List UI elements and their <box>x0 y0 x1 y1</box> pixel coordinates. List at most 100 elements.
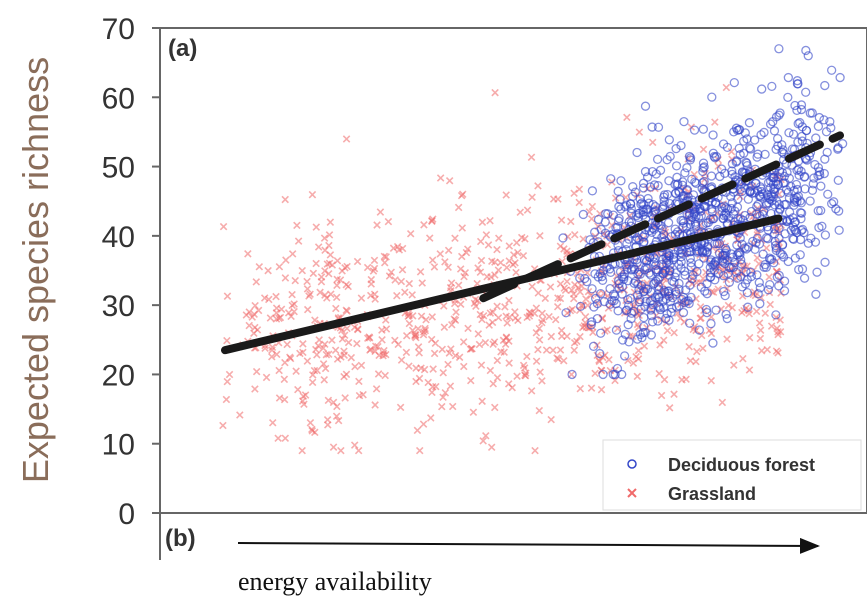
deciduous-forest-point <box>652 289 663 300</box>
grassland-point <box>474 330 483 338</box>
deciduous-forest-point <box>754 191 765 201</box>
grassland-point <box>727 147 736 156</box>
deciduous-forest-point <box>772 272 782 282</box>
grassland-point <box>541 294 550 303</box>
grassland-point <box>573 337 581 346</box>
grassland-point <box>281 274 290 282</box>
deciduous-forest-point <box>722 313 732 324</box>
grassland-point <box>321 364 330 373</box>
deciduous-forest-point <box>621 305 631 316</box>
deciduous-forest-point <box>701 247 712 258</box>
y-tick-label: 60 <box>102 82 135 115</box>
grassland-point <box>313 351 321 359</box>
grassland-point <box>431 339 440 348</box>
deciduous-forest-point <box>765 119 776 129</box>
grassland-point <box>738 292 747 300</box>
deciduous-forest-point <box>774 44 784 54</box>
deciduous-forest-point <box>653 122 664 132</box>
grassland-point <box>340 372 348 381</box>
grassland-point <box>308 371 317 379</box>
deciduous-forest-point <box>788 129 799 139</box>
deciduous-forest-point <box>760 149 770 160</box>
deciduous-forest-point <box>724 262 734 273</box>
grassland-point <box>312 223 321 231</box>
grassland-point <box>441 389 450 397</box>
deciduous-forest-point <box>771 310 781 320</box>
grassland-point <box>745 366 754 374</box>
deciduous-forest-point <box>687 174 697 184</box>
grassland-point <box>268 352 276 361</box>
grassland-point <box>527 153 536 161</box>
grassland-point <box>363 263 372 272</box>
grassland-point <box>340 331 349 340</box>
grassland-point <box>761 309 770 317</box>
deciduous-forest-point <box>729 127 739 137</box>
grassland-point <box>344 282 352 291</box>
deciduous-forest-point <box>755 299 765 309</box>
deciduous-forest-point <box>703 241 713 252</box>
deciduous-forest-point <box>586 320 596 330</box>
grassland-point <box>408 326 417 335</box>
deciduous-forest-point <box>635 295 645 305</box>
grassland-point <box>387 268 396 277</box>
grassland-point <box>292 367 300 375</box>
deciduous-forest-point <box>718 251 728 261</box>
grassland-point <box>561 286 570 295</box>
grassland-point <box>252 278 261 286</box>
deciduous-forest-point <box>736 259 747 269</box>
grassland-point <box>690 322 699 331</box>
grassland-point <box>512 238 521 247</box>
deciduous-forest-point <box>653 316 663 326</box>
grassland-point <box>521 371 530 380</box>
grassland-point <box>502 312 510 321</box>
deciduous-forest-point <box>814 112 824 123</box>
grassland-point <box>752 307 761 316</box>
grassland-point <box>325 231 334 239</box>
grassland-point <box>699 344 707 353</box>
deciduous-forest-point <box>792 105 802 116</box>
deciduous-forest-point <box>716 164 727 174</box>
deciduous-forest-point <box>773 180 783 190</box>
grassland-point <box>380 258 389 267</box>
grassland-point <box>454 281 463 289</box>
grassland-point <box>491 88 499 97</box>
deciduous-forest-point <box>777 240 788 250</box>
deciduous-forest-point <box>746 206 757 217</box>
grassland-point <box>332 412 341 421</box>
grassland-point <box>319 360 328 368</box>
grassland-point <box>405 362 413 370</box>
grassland-point <box>311 428 319 437</box>
deciduous-forest-point <box>690 217 701 227</box>
deciduous-forest-point <box>596 328 606 338</box>
grassland-point <box>740 306 748 315</box>
deciduous-forest-point <box>593 272 603 282</box>
grassland-point <box>670 390 678 398</box>
grassland-point <box>219 421 227 430</box>
grassland-point <box>439 368 448 377</box>
deciduous-forest-point <box>750 244 760 255</box>
deciduous-forest-point <box>701 218 711 228</box>
grassland-point <box>570 189 578 198</box>
panel-label-b: (b) <box>165 525 196 552</box>
grassland-point <box>556 242 565 250</box>
grassland-point <box>546 283 555 291</box>
deciduous-forest-point <box>718 271 729 281</box>
deciduous-forest-point <box>680 270 690 280</box>
grassland-point <box>605 355 613 364</box>
deciduous-forest-point <box>794 170 804 180</box>
grassland-point <box>370 256 379 265</box>
grassland-point <box>251 301 259 310</box>
grassland-point <box>253 326 262 334</box>
deciduous-forest-point <box>793 164 804 174</box>
grassland-point <box>264 266 272 275</box>
grassland-point <box>519 361 528 370</box>
deciduous-forest-point <box>605 283 615 294</box>
grassland-point <box>582 295 590 303</box>
deciduous-forest-point <box>782 215 792 225</box>
deciduous-forest-point <box>698 166 708 177</box>
grassland-point <box>488 257 496 265</box>
grassland-point <box>776 328 785 336</box>
grassland-point <box>381 316 390 324</box>
deciduous-forest-point <box>791 225 801 236</box>
deciduous-forest-point <box>823 189 833 199</box>
